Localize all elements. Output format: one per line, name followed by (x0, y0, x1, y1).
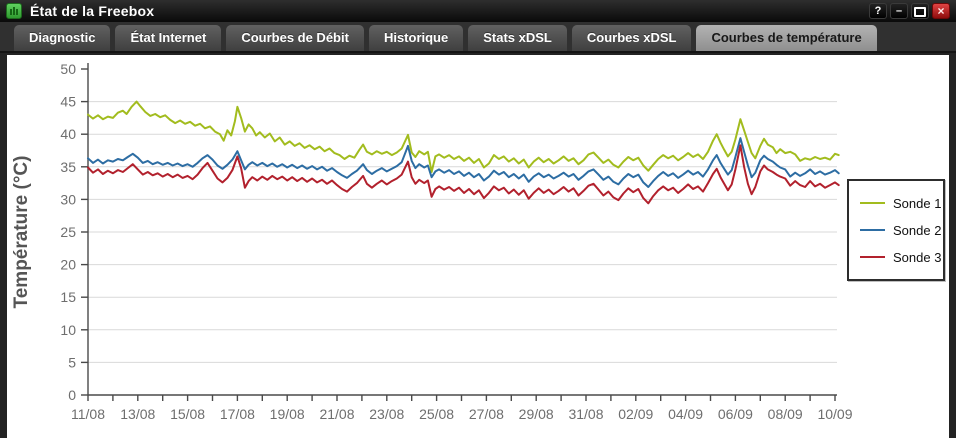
y-tick-label: 20 (60, 257, 76, 273)
freebox-app-icon (6, 3, 22, 19)
x-tick-label: 23/08 (369, 406, 404, 422)
x-tick-label: 13/08 (120, 406, 155, 422)
y-tick-label: 5 (68, 354, 76, 370)
y-tick-label: 15 (60, 289, 76, 305)
x-tick-label: 17/08 (220, 406, 255, 422)
x-tick-label: 29/08 (519, 406, 554, 422)
maximize-icon (914, 7, 926, 17)
x-tick-label: 21/08 (319, 406, 354, 422)
x-tick-label: 02/09 (618, 406, 653, 422)
x-tick-label: 10/09 (817, 406, 852, 422)
y-axis-title: Température (°C) (11, 156, 32, 309)
tab-bar: Diagnostic État Internet Courbes de Débi… (0, 22, 956, 53)
x-tick-label: 06/09 (718, 406, 753, 422)
series-sonde-1 (87, 100, 840, 173)
tab-courbes-de-temperature[interactable]: Courbes de température (696, 25, 877, 51)
x-tick-label: 19/08 (270, 406, 305, 422)
tab-etat-internet[interactable]: État Internet (115, 25, 222, 51)
y-tick-label: 0 (68, 387, 76, 403)
x-tick-label: 25/08 (419, 406, 454, 422)
y-tick-label: 35 (60, 159, 76, 175)
legend-line-sonde-2 (860, 229, 885, 231)
series-sonde-3 (87, 144, 840, 205)
legend-line-sonde-1 (860, 202, 885, 204)
x-tick-label: 31/08 (568, 406, 603, 422)
legend-label-sonde-2: Sonde 2 (893, 222, 942, 238)
tab-courbes-de-debit[interactable]: Courbes de Débit (226, 25, 364, 51)
legend-item-sonde-1: Sonde 1 (860, 196, 943, 211)
legend-label-sonde-1: Sonde 1 (893, 195, 942, 211)
y-tick-label: 40 (60, 126, 76, 142)
x-tick-label: 11/08 (71, 406, 105, 422)
help-button[interactable]: ? (869, 3, 887, 19)
series-sonde-2 (87, 137, 840, 188)
maximize-button[interactable] (911, 3, 929, 19)
legend-label-sonde-3: Sonde 3 (893, 249, 942, 265)
chart-legend: Sonde 1 Sonde 2 Sonde 3 (847, 179, 945, 281)
window-controls: ? – × (869, 3, 950, 19)
minimize-button[interactable]: – (890, 3, 908, 19)
x-tick-label: 08/09 (768, 406, 803, 422)
close-button[interactable]: × (932, 3, 950, 19)
y-tick-label: 25 (60, 224, 76, 240)
y-tick-label: 30 (60, 191, 76, 207)
window-title: État de la Freebox (30, 3, 155, 19)
legend-line-sonde-3 (860, 256, 885, 258)
x-tick-label: 04/09 (668, 406, 703, 422)
x-tick-label: 27/08 (469, 406, 504, 422)
chart-panel: 0 5 10 15 20 25 30 35 40 45 50 11/08 13/08 15/08 17/08… (7, 55, 949, 438)
legend-item-sonde-2: Sonde 2 (860, 223, 943, 238)
y-tick-label: 45 (60, 94, 76, 110)
x-tick-label: 15/08 (170, 406, 205, 422)
legend-item-sonde-3: Sonde 3 (860, 250, 943, 265)
temperature-chart: 0 5 10 15 20 25 30 35 40 45 50 11/08 13/08 15/08 17/08… (11, 61, 853, 422)
tab-diagnostic[interactable]: Diagnostic (14, 25, 111, 51)
tab-stats-xdsl[interactable]: Stats xDSL (468, 25, 567, 51)
title-bar: État de la Freebox ? – × (0, 0, 956, 22)
tab-historique[interactable]: Historique (368, 25, 464, 51)
tab-courbes-xdsl[interactable]: Courbes xDSL (571, 25, 692, 51)
y-tick-label: 50 (60, 61, 76, 77)
y-tick-label: 10 (60, 322, 76, 338)
